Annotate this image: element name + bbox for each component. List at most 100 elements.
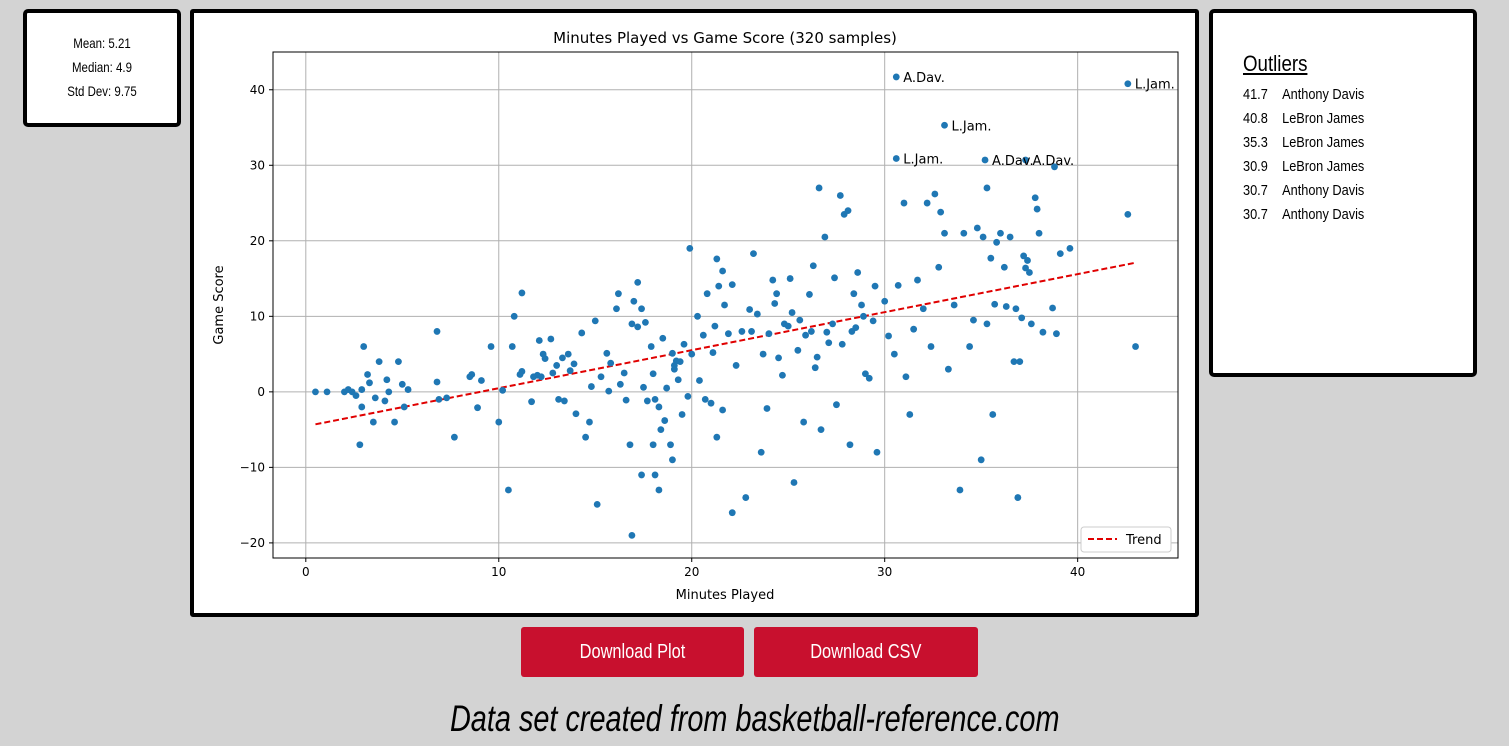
scatter-chart: Minutes Played vs Game Score (320 sample… [212,29,1179,603]
data-point [634,278,642,286]
data-point [941,121,948,129]
data-point [381,397,389,405]
data-point [871,282,879,290]
x-tick-label: 20 [684,565,699,579]
data-point [572,410,580,418]
data-point [1049,304,1056,312]
data-point [369,418,377,426]
data-point [667,441,674,449]
data-point [779,371,786,379]
outlier-list: 41.7 Anthony Davis 40.8 LeBron James 35.3 LeB… [1243,83,1386,227]
outlier-player: Anthony Davis [1282,206,1365,223]
data-point [960,229,968,237]
data-point [510,312,518,320]
data-point [605,387,613,395]
data-point [628,320,636,328]
data-point [628,531,636,539]
data-point [1000,263,1008,271]
data-point [603,349,611,357]
data-point [991,300,999,308]
data-point [709,349,717,356]
data-point [711,322,719,330]
data-point [657,426,665,434]
data-point [885,332,892,340]
outlier-value: 30.7 [1243,206,1268,223]
outlier-player: LeBron James [1282,110,1365,127]
outlier-annotation: A.Dav. [1033,154,1075,169]
data-point [528,398,535,406]
data-point [696,377,703,384]
outlier-annotation: A.Dav. [992,154,1034,169]
data-point [547,335,555,343]
data-point [956,486,964,494]
data-point [478,377,485,384]
data-point [366,379,373,387]
outlier-row: 30.9 LeBron James [1243,155,1364,179]
data-point [927,343,935,350]
data-point [983,320,991,328]
data-point [829,320,836,328]
data-point [831,274,838,282]
outlier-value: 30.7 [1243,182,1268,199]
data-point [474,404,481,412]
outlier-row: 30.7 Anthony Davis [1243,179,1364,203]
footer-text: Data set created from basketball-referen… [449,698,1060,739]
data-point [854,269,862,276]
data-point [684,392,692,400]
x-tick-label: 10 [491,565,506,579]
data-point [719,406,727,414]
data-point [807,328,815,335]
x-axis-label: Minutes Played [676,588,775,603]
data-point [643,397,651,405]
data-point [900,199,908,207]
data-point [869,317,877,325]
data-point [371,394,379,402]
outliers-title: Outliers [1243,51,1308,76]
data-point [383,376,391,384]
data-point [919,305,927,313]
data-point [993,238,1001,246]
data-point [622,396,630,404]
download-csv-button[interactable]: Download CSV [754,627,978,677]
stat-std-dev: Std Dev: 9.75 [67,83,137,99]
data-point [846,441,854,449]
y-tick-label: 0 [257,385,265,399]
data-point [385,388,393,396]
data-point [906,411,914,418]
download-plot-button[interactable]: Download Plot [521,627,744,677]
data-point [748,328,755,335]
data-point [838,340,846,348]
data-point [775,354,782,362]
stat-mean: Mean: 5.21 [73,35,131,51]
data-point [1012,305,1020,313]
data-point [651,471,659,479]
data-point [616,380,624,388]
data-point [404,386,412,393]
x-tick-label: 30 [877,565,892,579]
data-point [1027,320,1035,328]
data-point [713,433,721,441]
data-point [786,275,794,282]
data-point [707,399,715,407]
data-point [852,324,860,332]
data-point [559,354,566,362]
outlier-player: LeBron James [1282,158,1365,175]
data-point [688,350,696,358]
data-point [518,289,526,297]
outlier-annotation: L.Jam. [952,119,992,134]
data-point [765,330,773,338]
grid [273,52,1178,558]
data-point [1026,269,1033,276]
data-point [865,374,873,382]
data-point [806,291,813,298]
data-point [910,325,918,333]
data-point [587,383,595,390]
legend: Trend [1080,526,1172,553]
download-plot-label: Download Plot [579,640,686,663]
data-point [360,343,368,350]
data-point [817,426,825,434]
data-point [771,300,779,307]
data-point [669,456,676,464]
data-point [890,350,898,358]
data-point [836,192,844,199]
